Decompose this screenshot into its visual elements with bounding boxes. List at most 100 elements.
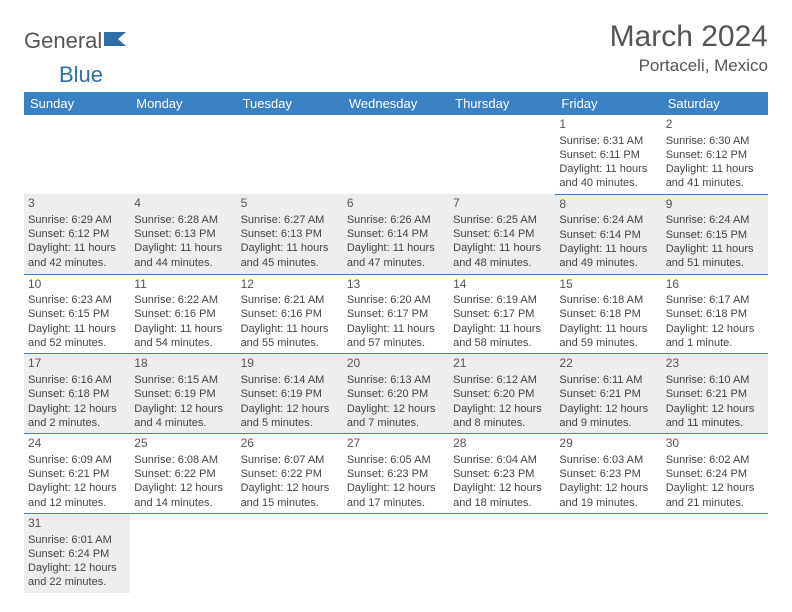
sunset-text: Sunset: 6:22 PM [134, 467, 232, 481]
sunset-text: Sunset: 6:19 PM [134, 387, 232, 401]
day-number: 8 [559, 197, 657, 213]
day-number: 15 [559, 277, 657, 293]
day-number: 20 [347, 356, 445, 372]
daylight-text: Daylight: 11 hours and 57 minutes. [347, 322, 445, 351]
sunset-text: Sunset: 6:12 PM [28, 227, 126, 241]
calendar-cell [130, 513, 236, 592]
day-header: Thursday [449, 92, 555, 115]
sunrise-text: Sunrise: 6:08 AM [134, 453, 232, 467]
logo-flag-icon [104, 28, 130, 54]
calendar-cell [662, 513, 768, 592]
calendar-cell: 25Sunrise: 6:08 AMSunset: 6:22 PMDayligh… [130, 434, 236, 514]
sunrise-text: Sunrise: 6:25 AM [453, 213, 551, 227]
sunrise-text: Sunrise: 6:03 AM [559, 453, 657, 467]
sunset-text: Sunset: 6:20 PM [453, 387, 551, 401]
sunrise-text: Sunrise: 6:24 AM [559, 213, 657, 227]
calendar-cell: 15Sunrise: 6:18 AMSunset: 6:18 PMDayligh… [555, 274, 661, 354]
daylight-text: Daylight: 12 hours and 15 minutes. [241, 481, 339, 510]
day-header: Monday [130, 92, 236, 115]
calendar-cell: 6Sunrise: 6:26 AMSunset: 6:14 PMDaylight… [343, 194, 449, 274]
calendar-cell: 28Sunrise: 6:04 AMSunset: 6:23 PMDayligh… [449, 434, 555, 514]
sunset-text: Sunset: 6:23 PM [347, 467, 445, 481]
calendar-row: 31Sunrise: 6:01 AMSunset: 6:24 PMDayligh… [24, 513, 768, 592]
calendar-cell: 3Sunrise: 6:29 AMSunset: 6:12 PMDaylight… [24, 194, 130, 274]
day-number: 26 [241, 436, 339, 452]
daylight-text: Daylight: 12 hours and 14 minutes. [134, 481, 232, 510]
day-header: Tuesday [237, 92, 343, 115]
calendar-cell: 1Sunrise: 6:31 AMSunset: 6:11 PMDaylight… [555, 115, 661, 194]
sunrise-text: Sunrise: 6:22 AM [134, 293, 232, 307]
day-number: 19 [241, 356, 339, 372]
sunset-text: Sunset: 6:19 PM [241, 387, 339, 401]
sunrise-text: Sunrise: 6:30 AM [666, 134, 764, 148]
calendar-cell: 12Sunrise: 6:21 AMSunset: 6:16 PMDayligh… [237, 274, 343, 354]
sunset-text: Sunset: 6:16 PM [134, 307, 232, 321]
sunset-text: Sunset: 6:17 PM [347, 307, 445, 321]
daylight-text: Daylight: 12 hours and 17 minutes. [347, 481, 445, 510]
sunset-text: Sunset: 6:14 PM [453, 227, 551, 241]
sunrise-text: Sunrise: 6:04 AM [453, 453, 551, 467]
sunrise-text: Sunrise: 6:23 AM [28, 293, 126, 307]
daylight-text: Daylight: 11 hours and 40 minutes. [559, 162, 657, 191]
day-number: 6 [347, 196, 445, 212]
sunrise-text: Sunrise: 6:12 AM [453, 373, 551, 387]
daylight-text: Daylight: 11 hours and 47 minutes. [347, 241, 445, 270]
calendar-cell: 7Sunrise: 6:25 AMSunset: 6:14 PMDaylight… [449, 194, 555, 274]
sunset-text: Sunset: 6:13 PM [241, 227, 339, 241]
calendar-cell [130, 115, 236, 194]
daylight-text: Daylight: 12 hours and 18 minutes. [453, 481, 551, 510]
sunset-text: Sunset: 6:18 PM [559, 307, 657, 321]
sunrise-text: Sunrise: 6:21 AM [241, 293, 339, 307]
day-number: 7 [453, 196, 551, 212]
calendar-cell: 19Sunrise: 6:14 AMSunset: 6:19 PMDayligh… [237, 354, 343, 434]
calendar-cell: 4Sunrise: 6:28 AMSunset: 6:13 PMDaylight… [130, 194, 236, 274]
day-number: 3 [28, 196, 126, 212]
day-number: 24 [28, 436, 126, 452]
day-number: 12 [241, 277, 339, 293]
sunset-text: Sunset: 6:23 PM [559, 467, 657, 481]
daylight-text: Daylight: 11 hours and 49 minutes. [559, 242, 657, 271]
sunset-text: Sunset: 6:21 PM [559, 387, 657, 401]
sunset-text: Sunset: 6:18 PM [666, 307, 764, 321]
sunset-text: Sunset: 6:20 PM [347, 387, 445, 401]
calendar-cell: 11Sunrise: 6:22 AMSunset: 6:16 PMDayligh… [130, 274, 236, 354]
day-number: 25 [134, 436, 232, 452]
daylight-text: Daylight: 11 hours and 45 minutes. [241, 241, 339, 270]
daylight-text: Daylight: 12 hours and 11 minutes. [666, 402, 764, 431]
calendar-cell [237, 115, 343, 194]
calendar-cell: 9Sunrise: 6:24 AMSunset: 6:15 PMDaylight… [662, 194, 768, 274]
sunset-text: Sunset: 6:11 PM [559, 148, 657, 162]
sunset-text: Sunset: 6:15 PM [28, 307, 126, 321]
day-header: Friday [555, 92, 661, 115]
calendar-cell: 17Sunrise: 6:16 AMSunset: 6:18 PMDayligh… [24, 354, 130, 434]
calendar-cell [24, 115, 130, 194]
sunset-text: Sunset: 6:21 PM [666, 387, 764, 401]
calendar-cell: 22Sunrise: 6:11 AMSunset: 6:21 PMDayligh… [555, 354, 661, 434]
sunrise-text: Sunrise: 6:27 AM [241, 213, 339, 227]
calendar-cell: 31Sunrise: 6:01 AMSunset: 6:24 PMDayligh… [24, 513, 130, 592]
calendar-cell: 14Sunrise: 6:19 AMSunset: 6:17 PMDayligh… [449, 274, 555, 354]
calendar-cell: 23Sunrise: 6:10 AMSunset: 6:21 PMDayligh… [662, 354, 768, 434]
day-number: 13 [347, 277, 445, 293]
sunrise-text: Sunrise: 6:05 AM [347, 453, 445, 467]
day-number: 11 [134, 277, 232, 293]
calendar-cell: 21Sunrise: 6:12 AMSunset: 6:20 PMDayligh… [449, 354, 555, 434]
month-title: March 2024 [610, 20, 768, 54]
sunset-text: Sunset: 6:18 PM [28, 387, 126, 401]
day-number: 14 [453, 277, 551, 293]
sunrise-text: Sunrise: 6:02 AM [666, 453, 764, 467]
sunset-text: Sunset: 6:14 PM [559, 228, 657, 242]
day-number: 5 [241, 196, 339, 212]
daylight-text: Daylight: 12 hours and 7 minutes. [347, 402, 445, 431]
calendar-body: 1Sunrise: 6:31 AMSunset: 6:11 PMDaylight… [24, 115, 768, 593]
day-header: Sunday [24, 92, 130, 115]
day-number: 1 [559, 117, 657, 133]
day-number: 30 [666, 436, 764, 452]
logo: General [24, 28, 130, 54]
day-number: 4 [134, 196, 232, 212]
calendar-row: 3Sunrise: 6:29 AMSunset: 6:12 PMDaylight… [24, 194, 768, 274]
sunset-text: Sunset: 6:14 PM [347, 227, 445, 241]
sunset-text: Sunset: 6:24 PM [28, 547, 126, 561]
sunrise-text: Sunrise: 6:31 AM [559, 134, 657, 148]
logo-text-a: General [24, 28, 102, 54]
